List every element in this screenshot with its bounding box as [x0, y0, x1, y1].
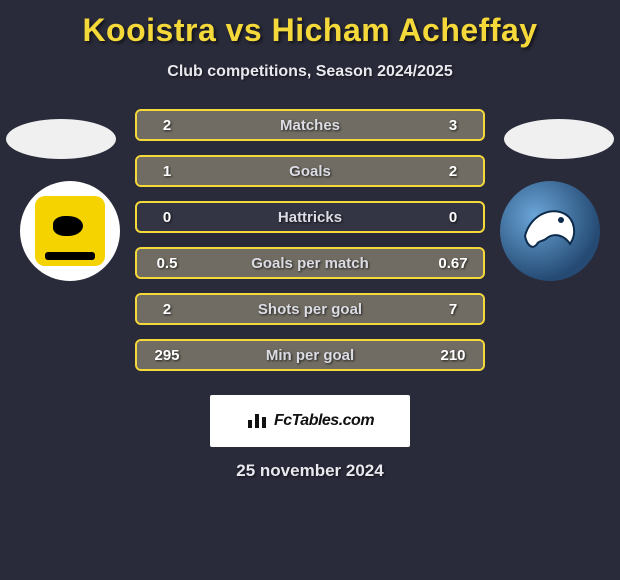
dragon-icon — [515, 196, 585, 266]
stat-row: 0.5Goals per match0.67 — [135, 247, 485, 279]
stat-value-left: 2 — [137, 301, 197, 318]
stat-value-right: 3 — [423, 117, 483, 134]
stat-label: Min per goal — [197, 347, 423, 364]
page-title: Kooistra vs Hicham Acheffay — [0, 0, 620, 49]
stat-value-right: 0.67 — [423, 255, 483, 272]
stat-label: Goals — [197, 163, 423, 180]
date-label: 25 november 2024 — [0, 461, 620, 481]
brand-box[interactable]: FcTables.com — [210, 395, 410, 447]
stats-list: 2Matches31Goals20Hattricks00.5Goals per … — [135, 109, 485, 385]
stat-value-left: 0.5 — [137, 255, 197, 272]
club-badge-right — [500, 181, 600, 281]
subtitle: Club competitions, Season 2024/2025 — [0, 63, 620, 81]
stat-value-left: 0 — [137, 209, 197, 226]
stat-value-left: 295 — [137, 347, 197, 364]
stat-row: 0Hattricks0 — [135, 201, 485, 233]
main-area: 2Matches31Goals20Hattricks00.5Goals per … — [0, 109, 620, 389]
stat-value-right: 2 — [423, 163, 483, 180]
player-photo-right — [504, 119, 614, 159]
club-badge-left — [20, 181, 120, 281]
comparison-card: Kooistra vs Hicham Acheffay Club competi… — [0, 0, 620, 580]
stat-row: 2Shots per goal7 — [135, 293, 485, 325]
stat-label: Goals per match — [197, 255, 423, 272]
brand-logo-icon — [246, 408, 268, 435]
stat-value-right: 7 — [423, 301, 483, 318]
stat-row: 1Goals2 — [135, 155, 485, 187]
stat-value-left: 1 — [137, 163, 197, 180]
stat-value-left: 2 — [137, 117, 197, 134]
club-badge-left-inner — [35, 196, 105, 266]
player-photo-left — [6, 119, 116, 159]
stat-value-right: 210 — [423, 347, 483, 364]
stat-label: Hattricks — [197, 209, 423, 226]
stat-label: Matches — [197, 117, 423, 134]
stat-value-right: 0 — [423, 209, 483, 226]
stat-row: 2Matches3 — [135, 109, 485, 141]
brand-text: FcTables.com — [274, 412, 374, 430]
stat-row: 295Min per goal210 — [135, 339, 485, 371]
stat-label: Shots per goal — [197, 301, 423, 318]
